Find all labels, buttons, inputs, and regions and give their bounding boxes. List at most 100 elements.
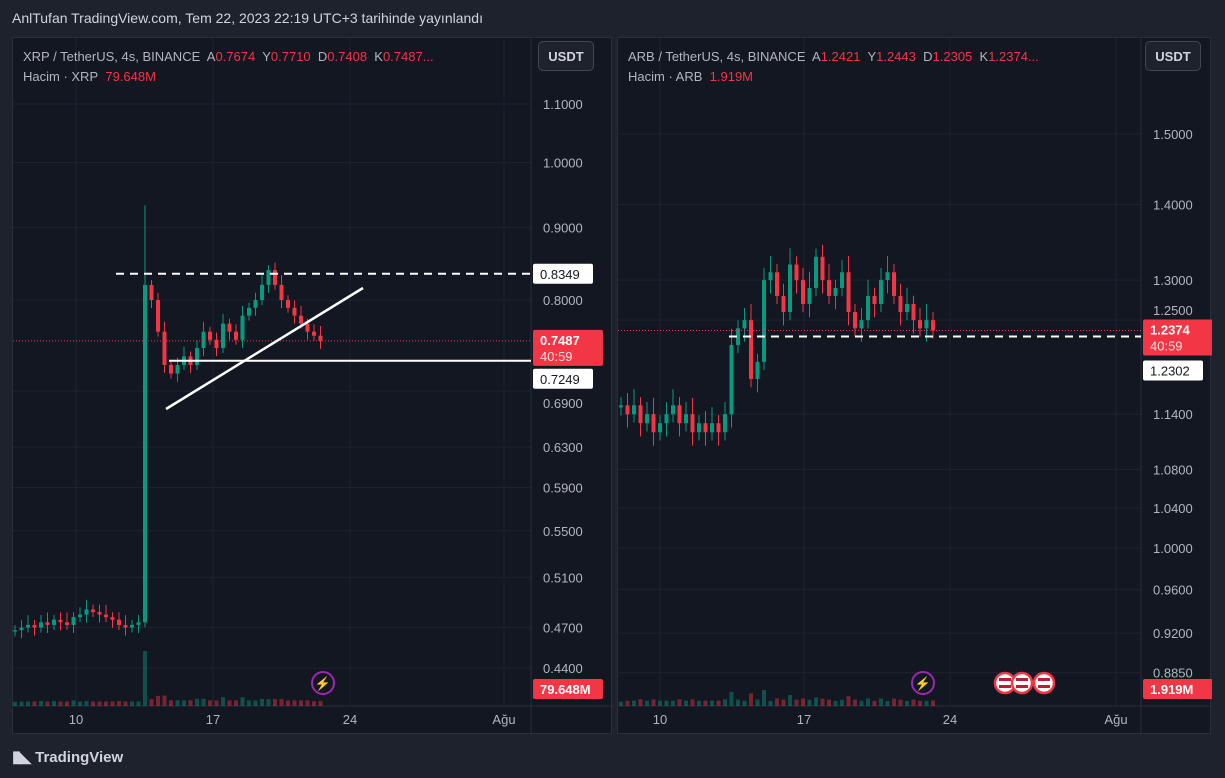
candle-body — [872, 295, 877, 304]
candle-body — [84, 609, 89, 615]
volume-bar — [690, 699, 695, 706]
xrp-chart-canvas[interactable]: 1.1000 1.0000 0.9000 0.8000 0.6900 0.6300 0.59… — [13, 38, 613, 735]
volume-bar — [253, 700, 258, 706]
volume-bar — [214, 700, 219, 706]
candle-body — [840, 272, 844, 288]
xrp-chart-panel[interactable]: 1.1000 1.0000 0.9000 0.8000 0.6900 0.6300 0.59… — [12, 37, 613, 735]
current-price-label: 0.7487 — [540, 333, 580, 348]
volume-bar — [905, 700, 909, 706]
xrp-legend: XRP / TetherUS, 4s, BINANCE A0.7674 Y0.7… — [23, 49, 434, 84]
volume-bar — [162, 695, 167, 706]
candle-body — [208, 331, 212, 340]
volume-bar — [13, 701, 17, 706]
candle-body — [853, 312, 857, 329]
volume-bar — [292, 700, 297, 706]
volume-bar — [723, 699, 727, 706]
tradingview-logo[interactable]: ▮◣ TradingView — [12, 748, 124, 767]
volume-bar — [104, 701, 108, 706]
volume-bar — [931, 700, 935, 706]
candle-body — [104, 614, 108, 618]
volume-bar — [175, 700, 180, 706]
candle-body — [833, 287, 838, 296]
price-tick-label: 1.1400 — [1153, 407, 1193, 422]
volume-bar — [234, 700, 238, 706]
volume-bar — [65, 701, 69, 706]
candle-body — [156, 300, 160, 332]
candle-body — [729, 344, 734, 415]
volume-bar — [130, 701, 134, 706]
candle-body — [123, 624, 128, 628]
candle-body — [768, 272, 773, 281]
volume-bar — [775, 698, 779, 706]
candle-body — [221, 323, 225, 349]
currency-button[interactable]: USDT — [538, 41, 594, 71]
candle-body — [677, 405, 682, 424]
candle-body — [690, 414, 695, 433]
candle-body — [52, 619, 56, 625]
candle-body — [292, 307, 297, 316]
volume-bar — [32, 701, 37, 706]
price-tick-label: 0.5100 — [543, 570, 583, 585]
symbol[interactable]: ARB / TetherUS, 4s, BINANCE — [628, 49, 806, 64]
price-tick-label: 1.0400 — [1153, 501, 1193, 516]
symbol[interactable]: XRP / TetherUS, 4s, BINANCE — [23, 49, 201, 64]
volume-bar — [651, 699, 656, 706]
candle-body — [918, 320, 922, 329]
currency-button[interactable]: USDT — [1145, 41, 1201, 71]
lightning-icon — [911, 671, 935, 695]
candle-body — [885, 272, 890, 281]
arb-chart-panel[interactable]: 1.5000 1.4000 1.3000 1.2500 1.1400 1.0800 1.04… — [617, 37, 1212, 735]
volume-bar — [755, 699, 760, 706]
candle-body — [136, 622, 141, 625]
candle-body — [775, 272, 779, 296]
time-tick-label: 17 — [797, 712, 811, 727]
volume-bar — [716, 700, 721, 706]
volume-bar — [110, 701, 115, 706]
candle-body — [149, 284, 154, 301]
volume-label: Hacim · XRP — [23, 69, 99, 84]
candle-body — [638, 405, 643, 424]
us-flag-event-icon — [1038, 678, 1050, 681]
volume-bar — [136, 701, 141, 706]
candle-body — [32, 624, 37, 628]
candle-body — [130, 624, 134, 628]
candle-body — [632, 405, 636, 415]
candle-body — [78, 614, 82, 618]
level-price-label-bg — [1143, 360, 1203, 381]
volume-bar — [859, 700, 864, 706]
volume-bar — [781, 699, 786, 706]
volume-bar — [632, 700, 636, 706]
volume-bar — [78, 701, 82, 706]
level-price-label-bg — [533, 368, 593, 389]
volume-bar — [645, 700, 649, 706]
candle-body — [279, 284, 284, 301]
arb-chart-canvas[interactable]: 1.5000 1.4000 1.3000 1.2500 1.1400 1.0800 1.04… — [618, 38, 1212, 735]
volume-value: 1.919M — [709, 69, 754, 84]
volume-bar — [117, 700, 121, 706]
volume-bar — [71, 700, 76, 706]
volume-bar — [710, 700, 714, 706]
volume-bar — [736, 699, 740, 706]
time-tick-label: 24 — [343, 712, 357, 727]
candle-body — [820, 256, 825, 281]
candle-body — [846, 272, 851, 313]
volume-bar — [638, 699, 643, 706]
volume-bar — [762, 689, 766, 706]
volume-axis-label: 1.919M — [1150, 682, 1193, 697]
price-tick-label: 0.4400 — [543, 661, 583, 676]
price-tick-label: 1.4000 — [1153, 197, 1193, 212]
volume-bar — [299, 700, 303, 706]
volume-bar — [305, 700, 310, 706]
time-tick-label: 10 — [653, 712, 667, 727]
price-tick-label: 0.8850 — [1153, 666, 1193, 681]
volume-bar — [273, 699, 277, 706]
price-tick-label: 1.2500 — [1153, 303, 1193, 318]
candle-body — [266, 270, 271, 285]
volume-bar — [58, 701, 63, 706]
candle-body — [117, 619, 121, 625]
volume-bar — [794, 699, 799, 706]
candle-body — [814, 256, 818, 288]
volume-bar — [208, 700, 212, 706]
candle-body — [755, 361, 760, 379]
volume-bar — [221, 697, 225, 706]
